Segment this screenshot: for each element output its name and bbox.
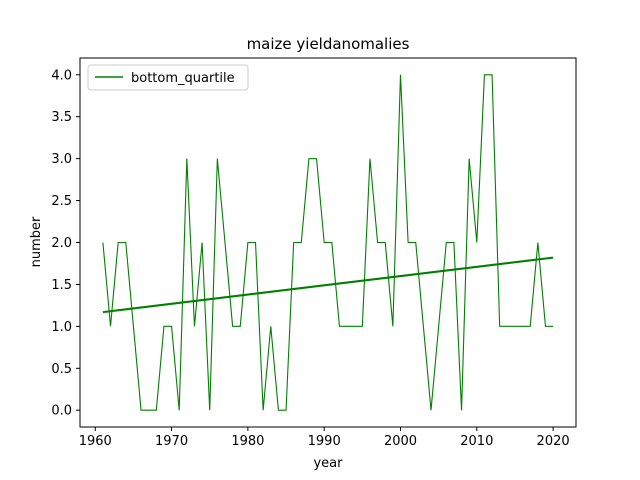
series-line-bottom_quartile	[102, 74, 554, 411]
x-tick-label: 1970	[155, 434, 188, 449]
x-tick-label: 2010	[460, 434, 493, 449]
x-tick-label: 1960	[79, 434, 112, 449]
plot-area: 1960 1970 1980 1990 2000 2010 2020 0.0 0.5 1.0 1.5…	[51, 57, 577, 449]
y-tick-label: 2.5	[51, 194, 72, 209]
y-tick-label: 3.5	[51, 110, 72, 125]
y-tick-label: 2.0	[51, 236, 72, 251]
y-axis-label: number	[29, 216, 44, 267]
y-tick-label: 0.0	[51, 404, 72, 419]
legend-label: bottom_quartile	[131, 71, 235, 86]
y-tick-label: 1.5	[51, 278, 72, 293]
x-tick-label: 1980	[231, 434, 264, 449]
legend-box	[87, 64, 249, 91]
y-tick-label: 4.0	[51, 68, 72, 83]
y-tick-label: 0.5	[51, 362, 72, 377]
chart-title: maize yieldanomalies	[247, 35, 410, 53]
legend: bottom_quartile	[87, 64, 249, 91]
x-axis-label: year	[313, 456, 343, 471]
x-tick-label: 2000	[384, 434, 417, 449]
y-tick-label: 3.0	[51, 152, 72, 167]
x-tick-label: 1990	[308, 434, 341, 449]
trend-line	[102, 256, 554, 314]
y-tick-label: 1.0	[51, 320, 72, 335]
x-tick-label: 2020	[537, 434, 570, 449]
